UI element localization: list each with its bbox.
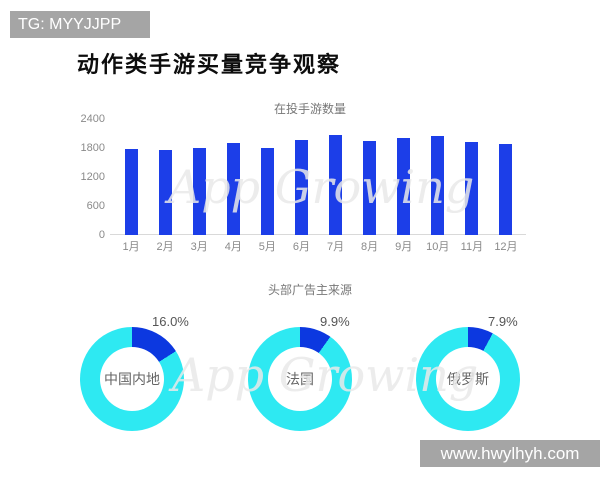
bar-3月	[192, 147, 206, 235]
donut-label: 法国	[268, 347, 332, 411]
x-axis-tick: 5月	[258, 241, 276, 253]
appgrowing-watermark: App Growing	[168, 160, 475, 214]
bar-1月	[124, 149, 138, 235]
x-axis-tick: 9月	[395, 241, 413, 253]
x-axis-tick: 2月	[156, 241, 174, 253]
donut-section-title: 头部广告主来源	[267, 283, 352, 297]
donut-法国: 法国	[248, 327, 352, 431]
donut-percentage: 7.9%	[488, 314, 518, 329]
donut-percentage: 9.9%	[320, 314, 350, 329]
x-axis-tick: 10月	[426, 241, 450, 253]
y-axis-tick: 0	[98, 229, 105, 241]
tg-badge: TG: MYYJJPP	[10, 11, 150, 38]
bar-12月	[499, 143, 513, 235]
x-axis-tick: 11月	[460, 241, 484, 253]
bar-10月	[431, 135, 445, 235]
donut-俄罗斯: 俄罗斯	[416, 327, 520, 431]
bar-7月	[329, 134, 343, 235]
bar-9月	[397, 138, 411, 235]
x-axis-tick: 7月	[326, 241, 345, 253]
x-axis-tick: 12月	[494, 241, 518, 253]
donut-percentage: 16.0%	[152, 314, 189, 329]
donut-中国内地: 中国内地	[80, 327, 184, 431]
bar-11月	[465, 141, 479, 235]
bar-chart-title: 在投手游数量	[273, 102, 346, 116]
x-axis-tick: 8月	[361, 241, 379, 253]
y-axis-tick: 2400	[80, 113, 105, 125]
x-axis-tick: 6月	[292, 241, 310, 253]
bar-5月	[260, 148, 274, 235]
page-title: 动作类手游买量竞争观察	[77, 52, 342, 77]
bar-4月	[226, 142, 240, 235]
y-axis-tick: 600	[86, 200, 105, 212]
x-axis-tick: 4月	[224, 241, 242, 253]
site-url-badge: www.hwylhyh.com	[420, 440, 600, 467]
x-axis-tick: 1月	[122, 241, 140, 253]
donut-label: 俄罗斯	[436, 347, 500, 411]
donut-label: 中国内地	[100, 347, 164, 411]
bar-6月	[294, 140, 308, 235]
x-axis-tick: 3月	[190, 241, 208, 253]
bar-8月	[363, 140, 377, 235]
y-axis-tick: 1800	[80, 142, 105, 154]
y-axis-tick: 1200	[80, 171, 105, 183]
x-axis-line	[110, 234, 526, 235]
bar-2月	[158, 150, 172, 235]
